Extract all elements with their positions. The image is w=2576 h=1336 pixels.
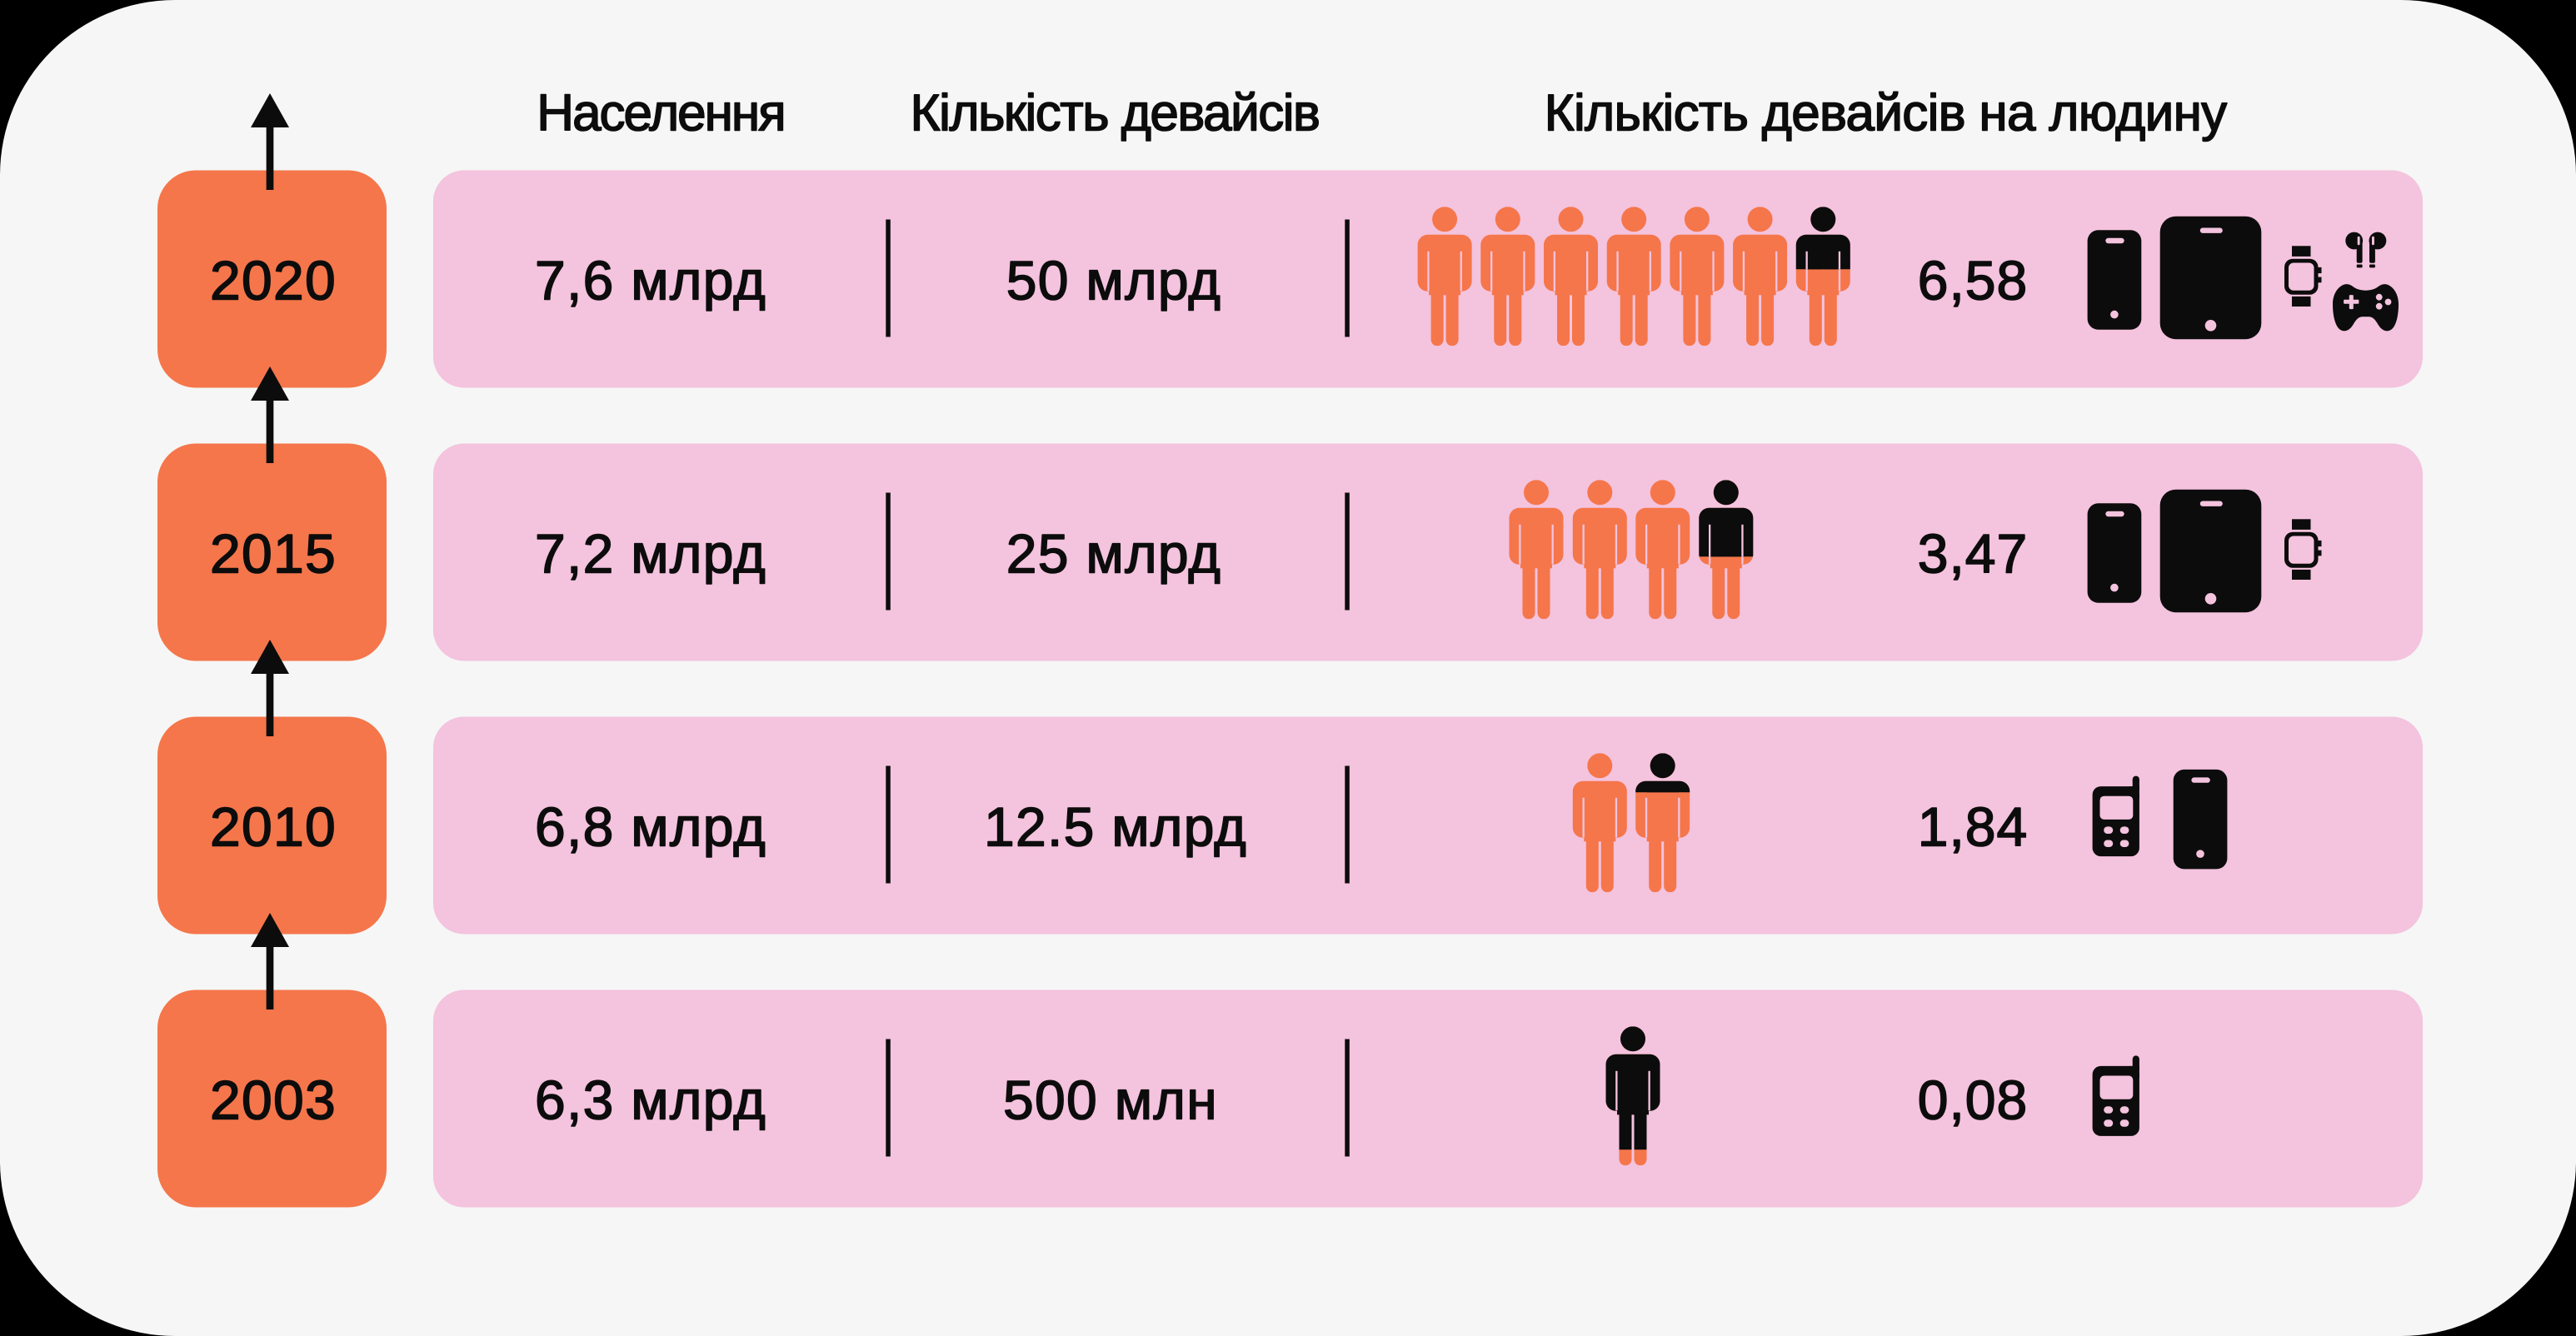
svg-text:Кількість девайсів: Кількість девайсів bbox=[911, 85, 1320, 142]
svg-text:3,47: 3,47 bbox=[1918, 523, 2028, 585]
svg-text:7,6 млрд: 7,6 млрд bbox=[535, 250, 766, 312]
svg-text:2020: 2020 bbox=[210, 250, 337, 312]
svg-text:1,84: 1,84 bbox=[1918, 796, 2028, 858]
svg-text:Кількість девайсів на людину: Кількість девайсів на людину bbox=[1545, 85, 2228, 142]
svg-text:25 млрд: 25 млрд bbox=[1006, 523, 1221, 585]
svg-text:7,2 млрд: 7,2 млрд bbox=[535, 523, 766, 585]
svg-text:2003: 2003 bbox=[210, 1069, 337, 1131]
svg-text:50 млрд: 50 млрд bbox=[1006, 250, 1221, 312]
svg-text:6,58: 6,58 bbox=[1918, 250, 2028, 312]
svg-text:6,3 млрд: 6,3 млрд bbox=[535, 1069, 766, 1131]
svg-text:2010: 2010 bbox=[210, 796, 337, 858]
svg-text:6,8 млрд: 6,8 млрд bbox=[535, 796, 766, 858]
svg-text:0,08: 0,08 bbox=[1918, 1069, 2028, 1131]
svg-text:500 млн: 500 млн bbox=[1003, 1069, 1218, 1131]
svg-text:Населення: Населення bbox=[537, 85, 784, 142]
svg-text:2015: 2015 bbox=[210, 523, 337, 585]
svg-text:12.5 млрд: 12.5 млрд bbox=[984, 796, 1247, 858]
